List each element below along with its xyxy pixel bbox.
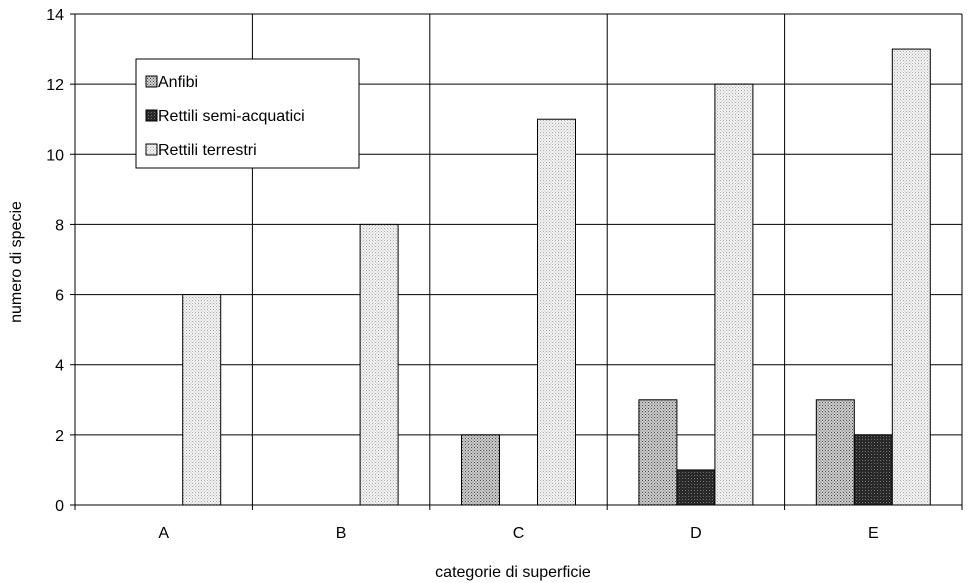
bar-E-rettili-semi-acquatici [853, 434, 893, 506]
x-tick-label-C: C [513, 525, 525, 542]
legend-swatch-rettili-terrestri [145, 143, 158, 156]
bar-D-rettili-terrestri [714, 83, 754, 506]
y-tick-label-6: 6 [55, 288, 64, 305]
x-tick-label-D: D [690, 525, 702, 542]
y-tick-label-4: 4 [55, 358, 64, 375]
x-tick-label-B: B [336, 525, 347, 542]
legend-label-rettili-semi-acquatici: Rettili semi-acquatici [158, 108, 305, 125]
bar-D-rettili-semi-acquatici [676, 469, 716, 506]
y-axis-title: numero di specie [8, 201, 25, 323]
bar-C-anfibi [461, 434, 500, 506]
y-tick-label-14: 14 [46, 7, 64, 24]
y-tick-label-12: 12 [46, 77, 64, 94]
y-tick-label-8: 8 [55, 217, 64, 234]
bars [182, 48, 931, 506]
legend-label-anfibi: Anfibi [158, 74, 198, 91]
bar-E-rettili-terrestri [891, 48, 931, 506]
bar-A-rettili-terrestri [182, 294, 222, 506]
y-tick-label-2: 2 [55, 428, 64, 445]
legend-swatch-anfibi [145, 75, 158, 88]
bar-B-rettili-terrestri [359, 223, 399, 506]
bar-E-anfibi [815, 399, 855, 506]
bar-C-rettili-terrestri [537, 118, 576, 506]
bar-D-anfibi [638, 399, 678, 506]
legend: Anfibi Rettili semi-acquatici Rettili te… [135, 58, 360, 169]
x-axis-title: categorie di superficie [435, 564, 591, 581]
y-tick-label-10: 10 [46, 147, 64, 164]
axes [70, 13, 963, 510]
legend-label-rettili-terrestri: Rettili terrestri [158, 142, 257, 159]
legend-box [135, 58, 360, 169]
legend-swatch-rettili-semi-acquatici [145, 109, 158, 122]
tick-labels: 0 2 4 6 8 10 12 14 A B C D E [46, 7, 878, 542]
x-tick-label-A: A [158, 525, 169, 542]
x-tick-label-E: E [868, 525, 879, 542]
y-tick-label-0: 0 [55, 498, 64, 515]
